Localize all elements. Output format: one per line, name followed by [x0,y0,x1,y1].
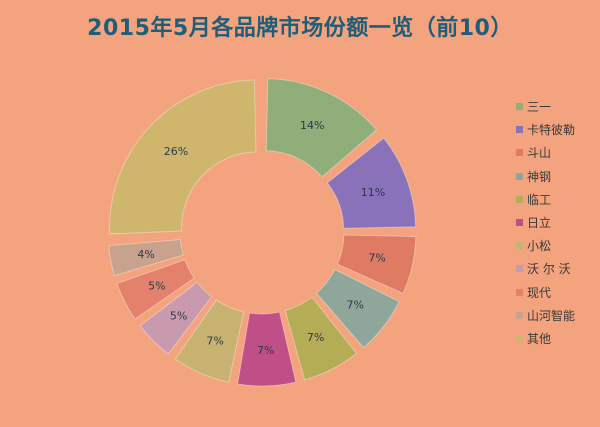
donut-slice [265,78,378,178]
legend-item: 卡特彼勒 [516,118,596,141]
donut-slice [139,281,213,355]
legend-swatch [516,172,523,180]
legend-label: 三一 [527,100,552,115]
donut-slice [336,234,417,295]
donut-slice [326,137,417,229]
slice-label: 4% [137,248,154,261]
donut-slice [108,239,184,277]
donut-slice [284,296,358,381]
legend-swatch [516,126,523,134]
legend-label: 山河智能 [527,308,576,323]
legend-item: 沃 尔 沃 [516,257,596,280]
slice-label: 7% [307,331,324,344]
donut-slice [315,268,400,349]
legend-swatch [516,103,523,111]
legend-label: 沃 尔 沃 [527,262,571,277]
donut-slices [108,78,417,387]
slice-label: 7% [257,344,274,357]
legend-swatch [516,334,523,342]
legend-item: 现代 [516,281,596,304]
legend-label: 临工 [527,192,552,207]
donut-slice [174,299,245,383]
legend-label: 神钢 [527,169,552,184]
slice-labels: 14% 11% 7% 7% 7% 7% 7% 5% 5% 4% 26% [137,119,386,357]
donut-slice [116,259,195,320]
legend-label: 日立 [527,216,552,231]
legend-item: 神钢 [516,165,596,188]
slice-label: 26% [164,145,188,158]
slice-label: 7% [347,298,364,311]
legend-label: 其他 [527,331,552,346]
legend-item: 斗山 [516,141,596,164]
legend-swatch [516,242,523,250]
legend-item: 三一 [516,95,596,118]
slice-label: 11% [361,186,385,199]
legend-label: 斗山 [527,146,552,161]
legend-swatch [516,311,523,319]
legend-label: 卡特彼勒 [527,123,576,138]
legend-swatch [516,265,523,273]
legend-swatch [516,219,523,227]
legend-swatch [516,195,523,203]
legend-item: 日立 [516,211,596,234]
chart-title: 2015年5月各品牌市场份额一览（前10） [87,16,513,41]
donut-slice [237,311,297,387]
slice-label: 7% [206,334,223,347]
donut-slice [109,79,257,235]
legend-swatch [516,288,523,296]
legend-swatch [516,149,523,157]
legend-item: 其他 [516,327,596,350]
chart-legend: 三一卡特彼勒斗山神钢临工日立小松沃 尔 沃现代山河智能其他 [516,95,596,350]
slice-label: 7% [368,252,385,265]
slice-label: 5% [148,280,165,293]
slice-label: 5% [170,309,187,322]
legend-item: 临工 [516,188,596,211]
legend-item: 小松 [516,234,596,257]
legend-label: 小松 [527,239,552,254]
slice-label: 14% [300,119,324,132]
legend-label: 现代 [527,285,552,300]
legend-item: 山河智能 [516,304,596,327]
